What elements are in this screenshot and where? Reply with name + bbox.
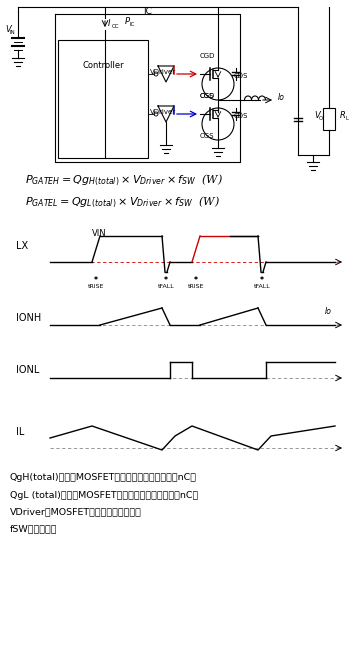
Text: IONH: IONH bbox=[16, 313, 41, 323]
Text: $P_{GATEL} = Qg_{L(total)} \times V_{Driver} \times f_{SW}$  (W): $P_{GATEL} = Qg_{L(total)} \times V_{Dri… bbox=[25, 194, 220, 210]
Text: Controller: Controller bbox=[82, 61, 124, 70]
Text: O: O bbox=[319, 116, 323, 120]
Text: IONL: IONL bbox=[16, 365, 39, 375]
Text: VDriver: VDriver bbox=[150, 109, 176, 115]
Text: VDriver: VDriver bbox=[150, 69, 176, 75]
Text: VDriver：MOSFET驱动电路的电源电压: VDriver：MOSFET驱动电路的电源电压 bbox=[10, 507, 142, 517]
Text: I: I bbox=[108, 20, 111, 28]
Bar bbox=[323, 108, 335, 130]
Text: $P_{GATEH} = Qg_{H(total)} \times V_{Driver} \times f_{SW}$  (W): $P_{GATEH} = Qg_{H(total)} \times V_{Dri… bbox=[25, 172, 223, 188]
Text: tRISE: tRISE bbox=[188, 284, 204, 288]
Text: CDS: CDS bbox=[234, 73, 248, 79]
Text: L: L bbox=[345, 116, 348, 120]
Text: CGD: CGD bbox=[200, 53, 215, 59]
Text: Io: Io bbox=[278, 93, 285, 101]
Text: fSW：工作频率: fSW：工作频率 bbox=[10, 524, 58, 534]
Text: IL: IL bbox=[16, 427, 24, 437]
Text: CGS: CGS bbox=[200, 93, 214, 99]
Text: CC: CC bbox=[112, 24, 119, 30]
Text: CGS: CGS bbox=[200, 133, 214, 139]
Text: VIN: VIN bbox=[92, 230, 107, 238]
Text: R: R bbox=[340, 111, 346, 120]
Text: CGD: CGD bbox=[200, 93, 215, 99]
Bar bbox=[58, 40, 148, 158]
Text: tFALL: tFALL bbox=[254, 284, 270, 288]
Text: Io: Io bbox=[325, 307, 332, 316]
Text: IC: IC bbox=[129, 22, 134, 28]
Text: QgL (total)：低边MOSFET的栅极电荷总量（单位：nC）: QgL (total)：低边MOSFET的栅极电荷总量（单位：nC） bbox=[10, 490, 198, 499]
Text: CDS: CDS bbox=[234, 113, 248, 119]
Text: QgH(total)：高边MOSFET的栅极电荷总量（单位：nC）: QgH(total)：高边MOSFET的栅极电荷总量（单位：nC） bbox=[10, 474, 197, 482]
Text: IC: IC bbox=[143, 7, 153, 16]
Text: LX: LX bbox=[16, 241, 28, 251]
Text: IN: IN bbox=[10, 30, 16, 36]
Text: P: P bbox=[125, 18, 130, 26]
Text: V: V bbox=[5, 26, 11, 34]
Polygon shape bbox=[158, 66, 174, 82]
Text: tRISE: tRISE bbox=[88, 284, 104, 288]
Text: tFALL: tFALL bbox=[158, 284, 174, 288]
Text: V: V bbox=[314, 111, 320, 120]
Polygon shape bbox=[158, 106, 174, 122]
